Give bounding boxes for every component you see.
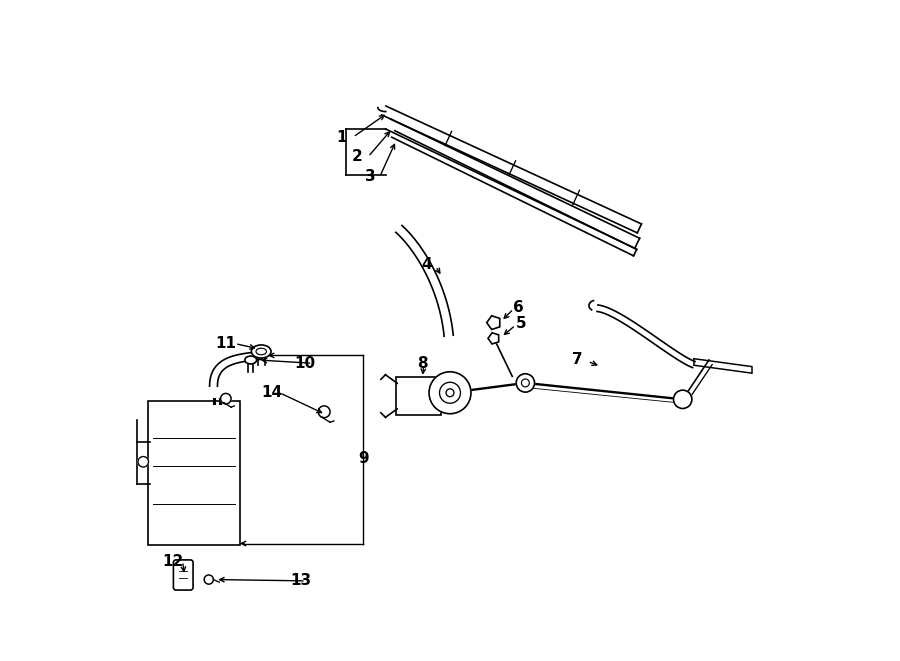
FancyBboxPatch shape [174,560,194,590]
Text: 1: 1 [337,130,347,145]
Ellipse shape [251,345,271,358]
Text: 11: 11 [215,336,237,351]
Circle shape [220,393,231,404]
FancyBboxPatch shape [396,377,441,415]
Circle shape [319,406,330,418]
Circle shape [446,389,454,397]
Text: 6: 6 [513,300,524,315]
Circle shape [517,373,535,392]
Text: 2: 2 [352,149,363,165]
Ellipse shape [245,356,256,364]
Text: 14: 14 [261,385,283,401]
Text: 8: 8 [418,356,428,371]
FancyBboxPatch shape [148,401,240,545]
Text: 9: 9 [358,451,369,466]
Circle shape [673,390,692,408]
Circle shape [138,457,148,467]
Text: 13: 13 [290,573,311,588]
Text: 7: 7 [572,352,583,368]
Text: 10: 10 [294,356,315,371]
Text: 5: 5 [516,317,526,331]
Text: 12: 12 [163,554,184,568]
Circle shape [204,575,213,584]
Text: 3: 3 [364,169,375,184]
Circle shape [429,371,471,414]
Text: 4: 4 [422,257,432,272]
